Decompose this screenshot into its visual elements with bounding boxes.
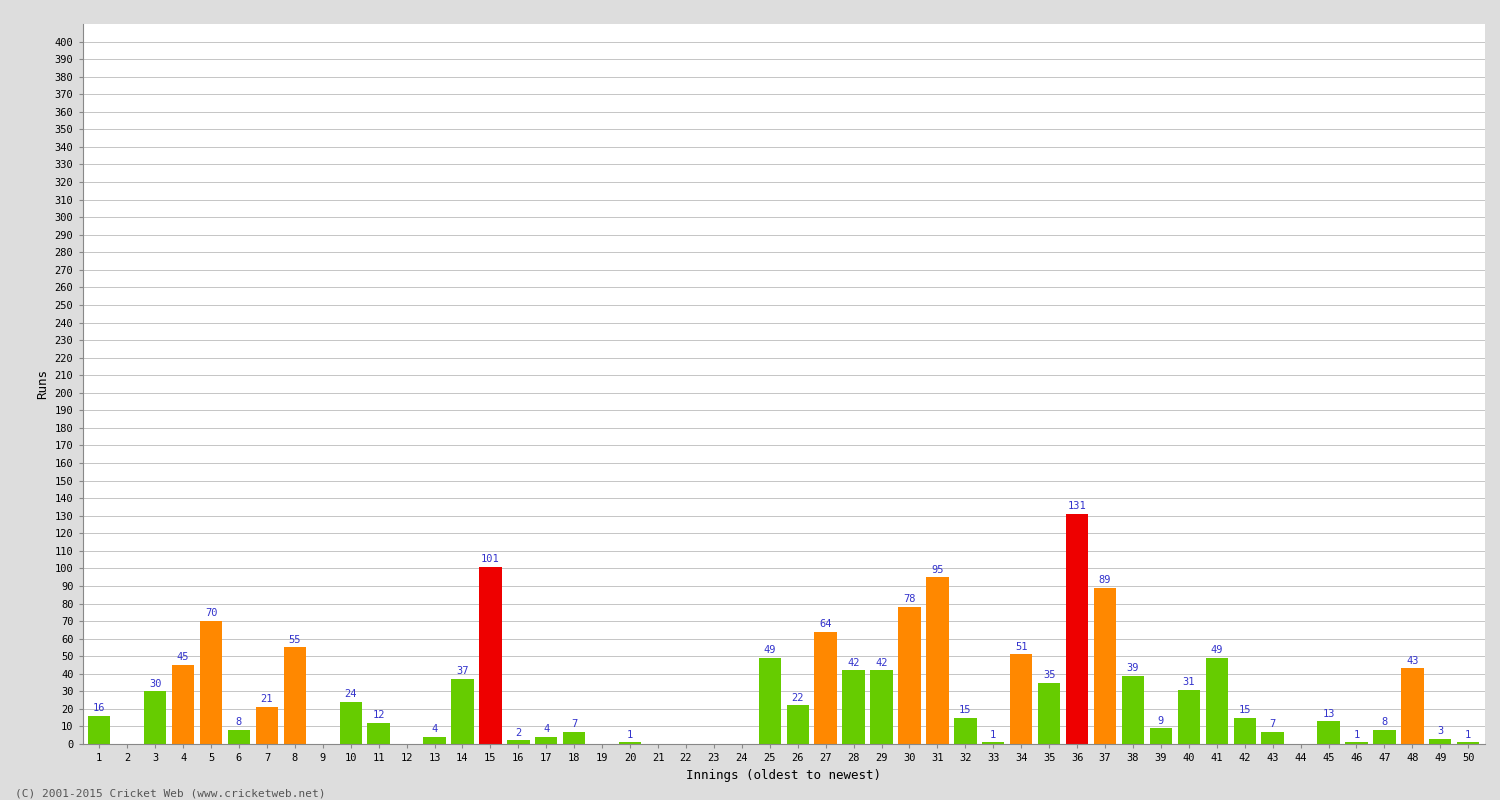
Bar [1317,721,1340,744]
X-axis label: Innings (oldest to newest): Innings (oldest to newest) [686,769,882,782]
Text: (C) 2001-2015 Cricket Web (www.cricketweb.net): (C) 2001-2015 Cricket Web (www.cricketwe… [15,788,326,798]
Y-axis label: Runs: Runs [36,369,50,399]
Text: 21: 21 [261,694,273,705]
Bar [1346,742,1368,744]
Bar [954,718,976,744]
Bar [478,566,501,744]
Text: 55: 55 [288,634,302,645]
Bar [228,730,251,744]
Bar [536,737,558,744]
Text: 8: 8 [1382,718,1388,727]
Text: 30: 30 [148,678,162,689]
Bar [1262,732,1284,744]
Bar [898,607,921,744]
Text: 95: 95 [932,565,944,574]
Text: 3: 3 [1437,726,1443,736]
Text: 64: 64 [819,619,833,629]
Text: 49: 49 [1210,646,1222,655]
Bar [144,691,166,744]
Bar [1430,738,1452,744]
Text: 45: 45 [177,652,189,662]
Text: 13: 13 [1323,709,1335,718]
Text: 12: 12 [372,710,386,720]
Bar [452,679,474,744]
Text: 15: 15 [958,705,972,715]
Bar [562,732,585,744]
Text: 4: 4 [543,724,549,734]
Text: 24: 24 [345,690,357,699]
Text: 70: 70 [206,609,218,618]
Text: 15: 15 [1239,705,1251,715]
Text: 43: 43 [1406,656,1419,666]
Text: 131: 131 [1068,502,1086,511]
Bar [1372,730,1395,744]
Text: 51: 51 [1016,642,1028,652]
Bar [1122,675,1144,744]
Bar [200,621,222,744]
Text: 1: 1 [1466,730,1472,740]
Bar [870,670,892,744]
Bar [1206,658,1228,744]
Bar [172,665,195,744]
Text: 9: 9 [1158,715,1164,726]
Text: 78: 78 [903,594,915,604]
Bar [368,723,390,744]
Text: 1: 1 [1353,730,1359,740]
Bar [339,702,362,744]
Text: 35: 35 [1042,670,1056,680]
Text: 89: 89 [1100,575,1112,585]
Text: 7: 7 [572,719,578,729]
Text: 22: 22 [792,693,804,702]
Bar [759,658,782,744]
Text: 1: 1 [990,730,996,740]
Text: 2: 2 [514,728,522,738]
Bar [1038,682,1060,744]
Bar [1456,742,1479,744]
Text: 37: 37 [456,666,468,676]
Text: 31: 31 [1182,677,1196,687]
Bar [1233,718,1256,744]
Bar [507,741,530,744]
Bar [423,737,445,744]
Bar [786,706,808,744]
Bar [982,742,1005,744]
Text: 101: 101 [482,554,500,564]
Bar [843,670,866,744]
Bar [1066,514,1089,744]
Text: 42: 42 [876,658,888,668]
Text: 7: 7 [1269,719,1276,729]
Bar [1094,588,1116,744]
Bar [1401,669,1423,744]
Text: 49: 49 [764,646,776,655]
Bar [926,577,948,744]
Bar [1149,728,1172,744]
Text: 42: 42 [847,658,859,668]
Text: 1: 1 [627,730,633,740]
Bar [815,632,837,744]
Bar [620,742,642,744]
Bar [284,647,306,744]
Text: 4: 4 [432,724,438,734]
Bar [1010,654,1032,744]
Text: 16: 16 [93,703,105,714]
Text: 8: 8 [236,718,242,727]
Bar [1178,690,1200,744]
Bar [255,707,278,744]
Text: 39: 39 [1126,663,1138,673]
Bar [88,716,111,744]
